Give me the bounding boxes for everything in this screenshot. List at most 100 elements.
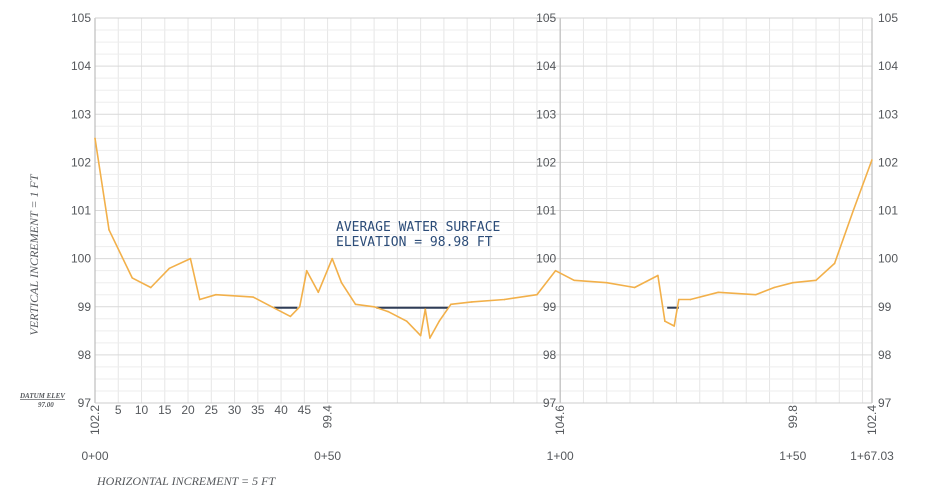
profile-point xyxy=(664,320,666,322)
station-label: 1+67.03 xyxy=(850,449,894,463)
profile-point xyxy=(673,325,675,327)
x-axis-label: HORIZONTAL INCREMENT = 5 FT xyxy=(96,474,276,488)
y-tick-label: 99 xyxy=(878,300,892,314)
profile-point xyxy=(189,257,192,260)
profile-point xyxy=(791,281,794,284)
profile-point xyxy=(270,305,273,308)
profile-point xyxy=(340,281,343,284)
x-tick-label: 45 xyxy=(298,403,312,417)
y-tick-label: 98 xyxy=(78,348,92,362)
profile-point xyxy=(717,291,720,294)
station-elevation-label: 99.4 xyxy=(321,405,335,429)
y-tick-label: 105 xyxy=(536,11,556,25)
profile-point xyxy=(298,305,301,308)
profile-point xyxy=(554,269,557,272)
profile-point xyxy=(387,310,389,313)
ground-profile xyxy=(94,137,873,339)
datum-value: 97.00 xyxy=(38,401,54,409)
profile-point xyxy=(215,293,217,296)
station-elevation-label: 104.6 xyxy=(553,405,567,435)
y-tick-label: 97 xyxy=(78,396,92,410)
profile-point xyxy=(331,257,334,260)
station-label: 0+50 xyxy=(314,449,341,463)
y-tick-label: 97 xyxy=(878,396,892,410)
profile-point xyxy=(108,228,110,231)
profile-point xyxy=(573,279,575,282)
profile-point xyxy=(657,274,659,277)
y-tick-label: 101 xyxy=(71,204,91,218)
y-tick-label: 97 xyxy=(543,396,557,410)
y-tick-label: 104 xyxy=(878,59,898,73)
profile-point xyxy=(419,334,422,337)
profile-point xyxy=(317,291,320,294)
profile-point xyxy=(150,286,152,289)
y-tick-label: 100 xyxy=(878,252,898,266)
profile-point xyxy=(536,293,538,296)
chart-frame xyxy=(94,17,873,404)
profile-point xyxy=(833,262,836,265)
y-tick-label: 98 xyxy=(878,348,892,362)
station-label: 1+00 xyxy=(547,449,574,463)
profile-point xyxy=(754,293,757,296)
x-tick-label: 25 xyxy=(205,403,219,417)
x-tick-label: 5 xyxy=(115,403,122,417)
datum-label: DATUM ELEV xyxy=(19,392,66,400)
y-tick-label: 100 xyxy=(536,252,556,266)
profile-point xyxy=(198,298,201,301)
profile-point xyxy=(373,305,375,308)
y-tick-label: 101 xyxy=(878,204,898,218)
profile-point xyxy=(424,308,427,310)
y-tick-label: 103 xyxy=(878,107,898,121)
y-tick-label: 102 xyxy=(71,155,91,169)
profile-point xyxy=(131,277,134,279)
profile-point xyxy=(633,286,636,289)
profile-point xyxy=(503,298,506,301)
x-tick-label: 20 xyxy=(181,403,195,417)
annotation-line-2: ELEVATION = 98.98 FT xyxy=(336,235,493,250)
profile-point xyxy=(438,320,441,322)
profile-point xyxy=(678,298,680,301)
station-label: 0+00 xyxy=(81,449,108,463)
y-axis-label: VERTICAL INCREMENT = 1 FT xyxy=(27,173,41,335)
y-tick-label: 99 xyxy=(543,300,557,314)
x-tick-label: 35 xyxy=(251,403,265,417)
station-elevation-label: 102.4 xyxy=(865,405,879,435)
grid xyxy=(95,18,872,403)
x-tick-label: 40 xyxy=(274,403,288,417)
profile-point xyxy=(852,209,855,212)
y-tick-label: 98 xyxy=(543,348,557,362)
y-tick-label: 105 xyxy=(878,11,898,25)
y-tick-label: 104 xyxy=(71,59,91,73)
annotation-line-1: AVERAGE WATER SURFACE xyxy=(336,220,500,235)
profile-point xyxy=(773,286,775,289)
y-tick-label: 105 xyxy=(71,11,91,25)
x-tick-label: 30 xyxy=(228,403,242,417)
y-tick-label: 102 xyxy=(878,155,898,169)
x-tick-labels: 5 10 15 20 25 30 35 40 45 102.2 99.4 104.6 99.8 102.4… xyxy=(81,403,894,463)
y-tick-label: 104 xyxy=(536,59,556,73)
y-tick-label: 103 xyxy=(536,107,556,121)
station-elevation-label: 99.8 xyxy=(786,405,800,429)
profile-point xyxy=(471,301,473,303)
x-tick-label: 15 xyxy=(158,403,172,417)
station-label: 1+50 xyxy=(779,449,806,463)
profile-point xyxy=(689,298,692,301)
y-tick-label: 102 xyxy=(536,155,556,169)
profile-point xyxy=(450,303,452,306)
profile-point xyxy=(354,303,357,306)
profile-point xyxy=(305,269,308,272)
y-tick-label: 101 xyxy=(536,204,556,218)
profile-point xyxy=(429,337,431,339)
profile-point xyxy=(289,315,292,318)
x-tick-label: 10 xyxy=(135,403,149,417)
station-elevation-label: 102.2 xyxy=(88,405,102,435)
y-tick-labels: 97 97 97 98 98 98 99 99 99 100 100 100 101 101 101 102 1… xyxy=(71,11,898,410)
y-tick-label: 99 xyxy=(78,300,92,314)
profile-point xyxy=(168,267,171,270)
profile-point xyxy=(871,159,873,161)
profile-point xyxy=(94,137,96,140)
profile-point xyxy=(405,320,408,322)
profile-point xyxy=(815,279,817,282)
y-tick-label: 100 xyxy=(71,252,91,266)
